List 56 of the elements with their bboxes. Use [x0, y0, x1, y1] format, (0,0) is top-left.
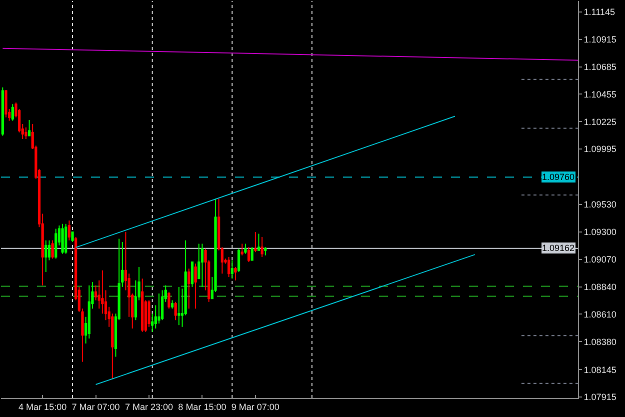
- x-tick-label: 7 Mar 07:00: [72, 402, 120, 412]
- candlestick: [227, 256, 230, 278]
- y-tick-label: 1.09070: [584, 254, 616, 264]
- y-tick-label: 1.08145: [584, 364, 616, 375]
- candlestick: [240, 243, 244, 256]
- candlestick: [64, 223, 68, 254]
- candlestick: [174, 301, 177, 321]
- candlestick: [11, 104, 14, 122]
- y-tick-label: 1.10455: [584, 89, 616, 100]
- candlestick: [260, 236, 264, 258]
- candlestick: [170, 300, 174, 310]
- y-tick-label: 1.07915: [584, 392, 616, 402]
- candlestick: [141, 278, 144, 332]
- x-tick-label: 4 Mar 15:00: [18, 402, 67, 412]
- candlestick: [254, 232, 257, 253]
- y-tick-label: 1.10225: [584, 116, 616, 127]
- candlestick: [250, 246, 254, 261]
- candlestick: [190, 261, 194, 288]
- candlestick: [257, 233, 260, 251]
- ref-line-label: 1.09162: [542, 243, 575, 253]
- candlestick: [88, 284, 90, 340]
- candlestick: [44, 240, 48, 272]
- candlestick: [168, 291, 170, 310]
- candlestick: [28, 119, 31, 136]
- candlestick: [61, 223, 64, 254]
- candlestick: [71, 232, 74, 243]
- y-tick-label: 1.10915: [584, 34, 616, 45]
- x-tick-label: 7 Mar 23:00: [124, 402, 174, 412]
- y-tick-label: 1.08380: [584, 336, 616, 347]
- candlestick: [237, 248, 240, 272]
- candlestick: [244, 243, 247, 254]
- candlestick: [247, 246, 250, 262]
- candlestick: [234, 266, 237, 281]
- candlestick: [178, 286, 180, 326]
- candlestick: [160, 290, 164, 321]
- candlestick: [264, 246, 267, 256]
- candlestick: [4, 90, 8, 118]
- y-tick-label: 1.09995: [584, 144, 616, 154]
- candlestick: [1, 86, 4, 136]
- candlestick: [54, 228, 58, 260]
- ref-line-label: 1.09760: [542, 172, 575, 182]
- y-tick-label: 1.09530: [584, 200, 616, 210]
- candlestick: [194, 263, 197, 310]
- y-tick-label: 1.08840: [584, 282, 616, 292]
- candlestick: [188, 268, 190, 310]
- candlestick: [51, 240, 54, 260]
- y-tick-label: 1.09300: [584, 227, 616, 238]
- candlestick: [230, 260, 234, 280]
- x-tick-label: 8 Mar 15:00: [178, 402, 226, 412]
- candlestick: [24, 126, 28, 140]
- candlestick: [200, 243, 204, 288]
- x-tick-label: 9 Mar 07:00: [231, 402, 280, 412]
- candlestick: [68, 220, 70, 241]
- y-tick-label: 1.11145: [584, 7, 616, 18]
- y-tick-label: 1.08610: [584, 309, 616, 320]
- y-tick-label: 1.10685: [584, 62, 616, 72]
